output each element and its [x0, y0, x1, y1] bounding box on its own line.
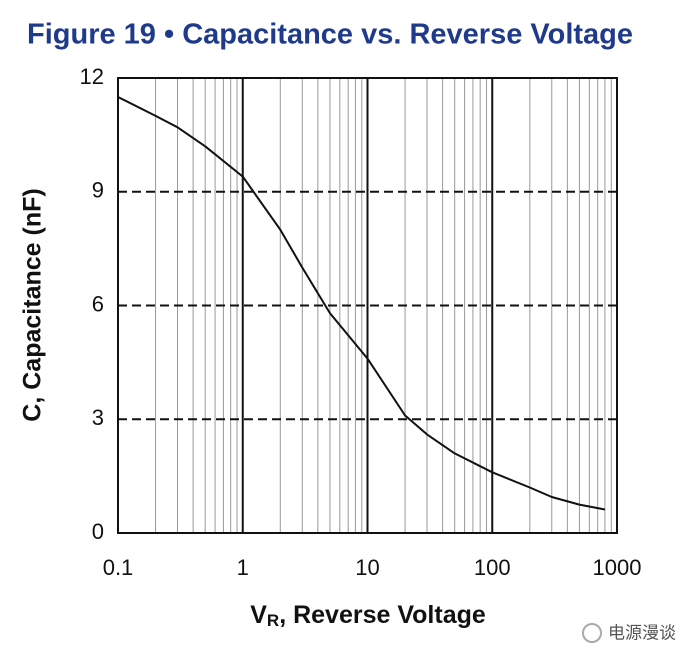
- watermark-group: 电源漫谈: [582, 623, 676, 643]
- y-tick-label: 6: [92, 291, 104, 316]
- data-line: [117, 96, 606, 511]
- x-tick-label: 1: [237, 555, 249, 580]
- x-axis-title-main: V: [250, 601, 267, 629]
- plot-frame: [117, 77, 618, 534]
- y-tick-label: 3: [92, 405, 104, 430]
- y-axis-title: C, Capacitance (nF): [19, 188, 47, 421]
- x-tick-label: 0.1: [103, 555, 134, 580]
- watermark-icon: [582, 623, 602, 643]
- x-axis-title-rest: , Reverse Voltage: [279, 601, 486, 629]
- x-axis-title-sub: R: [267, 611, 279, 630]
- x-tick-label: 10: [355, 555, 379, 580]
- x-tick-label: 1000: [593, 555, 642, 580]
- watermark: 电源漫谈: [608, 623, 676, 642]
- x-axis-title: VR, Reverse Voltage: [250, 601, 486, 631]
- y-tick-label: 12: [80, 64, 104, 89]
- y-tick-label: 0: [92, 519, 104, 544]
- x-tick-label: 100: [474, 555, 511, 580]
- chart-title: Figure 19 • Capacitance vs. Reverse Volt…: [27, 19, 633, 51]
- y-tick-label: 9: [92, 178, 104, 203]
